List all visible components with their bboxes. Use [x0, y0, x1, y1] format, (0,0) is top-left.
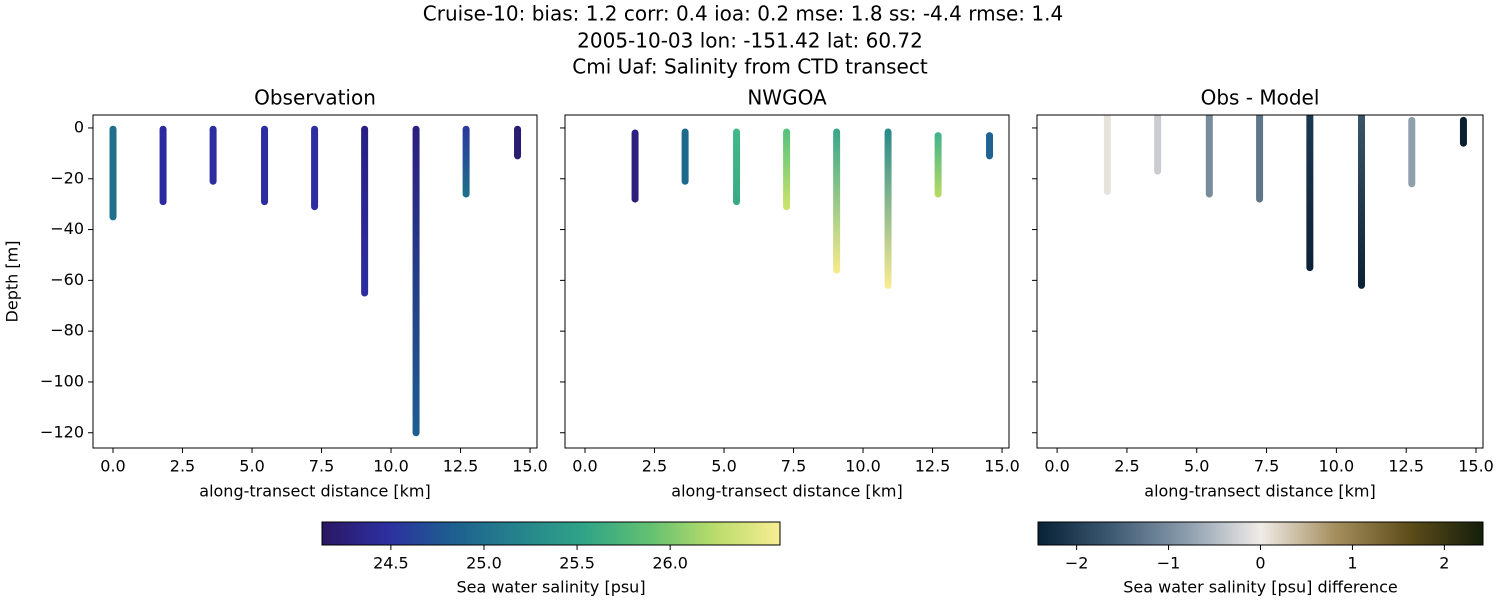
y-tick-label: −60: [50, 270, 84, 289]
x-tick-label: 0.0: [1044, 457, 1069, 476]
x-tick-label: 12.5: [915, 457, 951, 476]
casts: [1103, 115, 1467, 289]
x-tick-label: 7.5: [781, 457, 806, 476]
y-tick-label: 0: [74, 117, 84, 136]
axes-frame: [564, 114, 1010, 449]
colorbar: [1037, 521, 1484, 546]
colorbar-tick-label: 25.0: [466, 554, 502, 573]
x-tick-label: 0.0: [572, 457, 597, 476]
x-tick-label: 5.0: [239, 457, 264, 476]
colorbar-tick-label: −1: [1157, 554, 1181, 573]
x-axis-label: along-transect distance [km]: [1144, 482, 1375, 501]
colorbar-tick-label: 2: [1439, 554, 1449, 573]
colorbar-tick-label: 26.0: [652, 554, 688, 573]
colorbar-tick-label: 25.5: [559, 554, 595, 573]
x-tick-label: 10.0: [1319, 457, 1355, 476]
y-tick-label: −40: [50, 219, 84, 238]
y-axis-label: Depth [m]: [3, 241, 22, 323]
x-tick-label: 7.5: [1254, 457, 1279, 476]
panel-title: Observation: [254, 86, 376, 110]
figure-title: Cruise-10: bias: 1.2 corr: 0.4 ioa: 0.2 …: [423, 2, 1063, 26]
y-tick-label: −100: [40, 371, 84, 390]
colorbar: [321, 521, 781, 546]
x-tick-label: 12.5: [443, 457, 479, 476]
panel-title: Obs - Model: [1201, 86, 1320, 110]
axes-frame: [92, 114, 538, 449]
casts: [109, 125, 522, 437]
x-tick-label: 15.0: [984, 457, 1020, 476]
panel-title: NWGOA: [747, 86, 827, 110]
figure-source: Cmi Uaf: Salinity from CTD transect: [572, 55, 928, 79]
x-tick-label: 10.0: [373, 457, 409, 476]
x-tick-label: 2.5: [170, 457, 195, 476]
colorbar-tick-label: −2: [1065, 554, 1089, 573]
axes-frame: [1036, 114, 1484, 449]
y-tick-label: −120: [40, 422, 84, 441]
x-axis-label: along-transect distance [km]: [199, 482, 430, 501]
x-tick-label: 15.0: [512, 457, 548, 476]
x-tick-label: 5.0: [711, 457, 736, 476]
figure-subtitle: 2005-10-03 lon: -151.42 lat: 60.72: [577, 29, 923, 53]
x-tick-label: 12.5: [1388, 457, 1424, 476]
y-tick-label: −20: [50, 168, 84, 187]
x-tick-label: 10.0: [845, 457, 881, 476]
colorbar-tick-label: 1: [1347, 554, 1357, 573]
y-tick-label: −80: [50, 321, 84, 340]
colorbar-tick-label: 24.5: [373, 554, 409, 573]
x-tick-label: 7.5: [309, 457, 334, 476]
casts: [631, 128, 994, 289]
colorbar-tick-label: 0: [1255, 554, 1265, 573]
x-tick-label: 5.0: [1184, 457, 1209, 476]
colorbar-label: Sea water salinity [psu]: [456, 578, 645, 597]
x-tick-label: 2.5: [642, 457, 667, 476]
x-tick-label: 2.5: [1114, 457, 1139, 476]
colorbar-label: Sea water salinity [psu] difference: [1123, 578, 1398, 597]
x-axis-label: along-transect distance [km]: [671, 482, 902, 501]
x-tick-label: 15.0: [1458, 457, 1494, 476]
x-tick-label: 0.0: [100, 457, 125, 476]
